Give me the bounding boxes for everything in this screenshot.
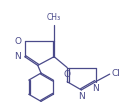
Text: N: N: [92, 84, 99, 93]
Text: O: O: [14, 37, 21, 46]
Text: N: N: [14, 52, 21, 61]
Text: CH₃: CH₃: [47, 13, 61, 22]
Text: Cl: Cl: [112, 69, 121, 78]
Text: N: N: [78, 92, 85, 101]
Text: O: O: [64, 70, 71, 79]
